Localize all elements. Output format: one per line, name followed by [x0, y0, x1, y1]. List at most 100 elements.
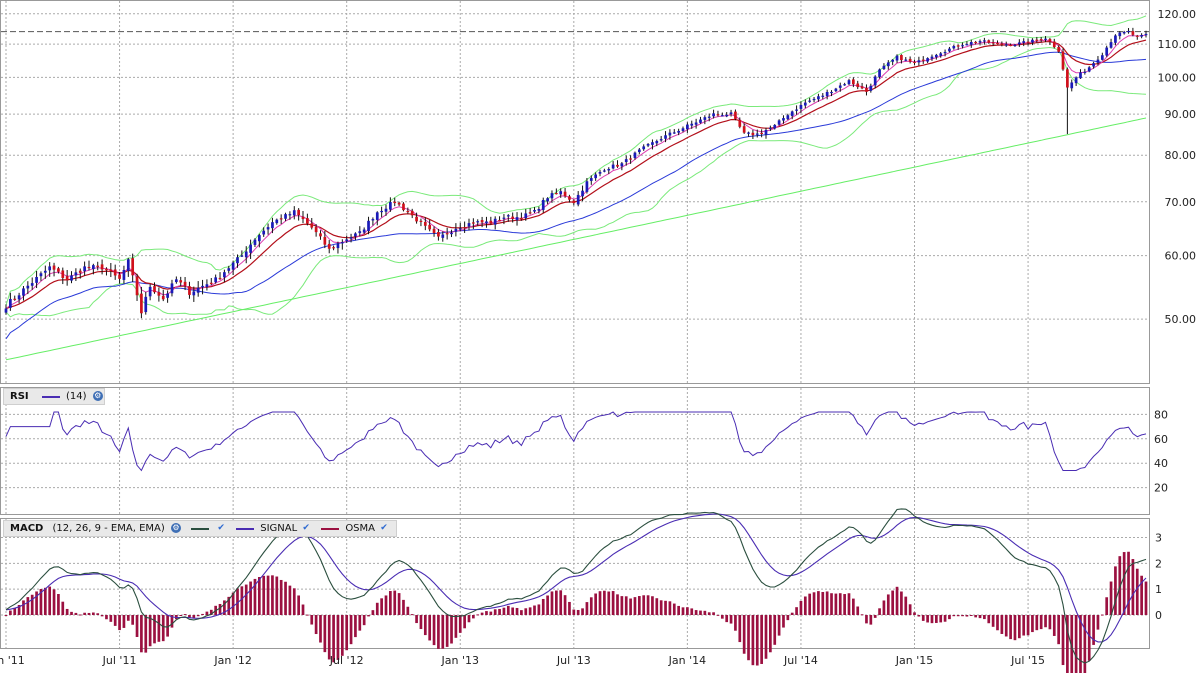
osma-bar [476, 614, 480, 616]
candle-body [214, 277, 218, 283]
candle-body [205, 284, 209, 287]
osma-bar [1096, 615, 1100, 630]
osma-bar [1105, 597, 1109, 615]
osma-bar [140, 615, 143, 653]
osma-bar [170, 615, 174, 628]
osma-bar [35, 591, 38, 615]
osma-bar [389, 591, 392, 615]
candle-body [1144, 33, 1148, 36]
candle-body [996, 42, 999, 45]
candle-body [825, 92, 829, 97]
candle-body [1022, 41, 1026, 43]
osma-bar [913, 612, 916, 615]
osma-bar [1114, 566, 1117, 615]
macd-line-check-icon[interactable]: ✔ [217, 523, 225, 533]
osma-check-icon[interactable]: ✔ [380, 523, 388, 533]
osma-bar [751, 615, 755, 666]
candle-body [266, 227, 270, 230]
osma-bar [493, 609, 497, 615]
osma-bar [314, 615, 318, 635]
candle-body [100, 264, 104, 270]
candle-body [105, 268, 108, 271]
candle-body [371, 219, 375, 221]
osma-bar [917, 615, 921, 617]
osma-bar [729, 615, 733, 624]
candle-body [1105, 47, 1109, 56]
candle-body [1074, 77, 1078, 84]
macd-settings-icon[interactable]: ⚙ [170, 523, 181, 533]
osma-bar [773, 615, 777, 645]
candle-body [244, 251, 248, 258]
candle-body [847, 80, 851, 85]
rsi-settings-icon[interactable]: ⚙ [92, 391, 103, 401]
osma-bar [895, 586, 899, 615]
candle-body [830, 91, 833, 94]
macd-tick-label: 3 [1155, 532, 1162, 545]
osma-bar [52, 589, 56, 615]
osma-bar [830, 593, 833, 615]
osma-bar [664, 600, 667, 615]
price-tick-label: 110.00 [1158, 38, 1197, 51]
osma-bar [284, 581, 287, 615]
osma-bar [786, 615, 790, 621]
candle-body [375, 212, 379, 220]
candle-body [900, 55, 903, 61]
candle-body [1083, 71, 1087, 73]
osma-bar [939, 615, 943, 623]
candle-body [860, 86, 864, 89]
x-tick-label: Jul '13 [556, 654, 591, 667]
candle-body [61, 270, 65, 278]
macd-panel [0, 518, 1150, 649]
candle-body [581, 190, 584, 197]
candle-body [803, 102, 807, 106]
candle-body [157, 292, 161, 296]
candle-body [48, 266, 52, 271]
candle-body [288, 214, 292, 216]
candle-body [921, 59, 925, 61]
rsi-line-swatch [41, 396, 60, 398]
signal-check-icon[interactable]: ✔ [302, 523, 310, 533]
osma-bar [502, 607, 506, 615]
candle-body [642, 146, 646, 150]
candle-body [332, 247, 335, 249]
osma-bar [43, 587, 47, 615]
candle-body [74, 272, 78, 276]
candle-body [279, 218, 283, 220]
candle-body [987, 40, 991, 43]
osma-bar [996, 615, 999, 631]
candle-body [1061, 51, 1065, 70]
osma-bar [742, 615, 746, 654]
candle-body [489, 220, 493, 224]
osma-bar [310, 615, 314, 625]
rsi-legend[interactable]: RSI (14) ⚙ [3, 388, 105, 405]
candle-body [520, 217, 523, 220]
osma-bar [1079, 615, 1082, 673]
price-plot [4, 15, 1148, 361]
osma-bar [642, 595, 646, 615]
candle-body [463, 227, 466, 229]
candle-body [437, 231, 440, 237]
candle-body [1009, 44, 1012, 47]
candle-body [908, 58, 912, 62]
osma-bar [961, 615, 964, 617]
osma-bar [934, 615, 938, 623]
candle-body [26, 285, 30, 289]
price-tick-label: 50.00 [1165, 313, 1197, 326]
osma-bar [249, 581, 252, 615]
osma-bar [1052, 615, 1056, 636]
osma-bar [707, 612, 711, 615]
candle-body [1118, 32, 1122, 37]
candle-body [196, 287, 200, 293]
candle-body [572, 200, 576, 204]
candle-body [716, 114, 720, 116]
osma-bar [843, 594, 846, 615]
macd-legend[interactable]: MACD (12, 26, 9 - EMA, EMA) ⚙ ✔ SIGNAL ✔… [3, 520, 397, 537]
candle-body [873, 76, 877, 86]
candle-body [52, 265, 56, 270]
osma-bar [777, 615, 781, 636]
candle-body [616, 164, 619, 167]
candle-body [1066, 69, 1069, 88]
osma-bar [57, 594, 60, 615]
candle-body [764, 129, 768, 135]
osma-bar [223, 600, 226, 615]
